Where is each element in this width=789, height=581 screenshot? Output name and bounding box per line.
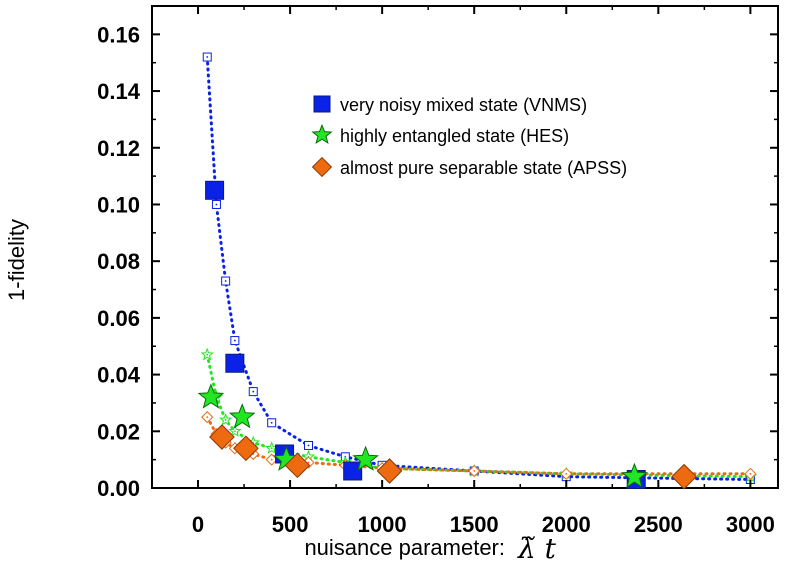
y-tick-label: 0.14 [97, 79, 141, 104]
vnms-theory-point-center [270, 421, 273, 424]
axis-ticks [152, 6, 778, 489]
y-tick-label: 0.02 [97, 419, 140, 444]
y-tick-label: 0.12 [97, 136, 140, 161]
y-tick-label: 0.04 [97, 363, 141, 388]
vnms-theory-point-center [224, 280, 227, 282]
apss-data-point [376, 458, 403, 484]
x-tick-labels: 0 500 1000 1500 2000 2500 3000 [192, 512, 775, 537]
vnms-theory-point-center [233, 339, 236, 342]
x-tick-label: 1500 [450, 512, 499, 537]
y-tick-labels: 0.00 0.02 0.04 0.06 0.08 0.10 0.12 0.14 0.16 [97, 22, 141, 501]
hes-theory-point-center [270, 447, 273, 450]
hes-data-point [621, 462, 648, 489]
apss-theory-point-center [206, 416, 209, 419]
hes-data-point [352, 445, 379, 471]
hes-data-point [228, 403, 256, 429]
x-axis-title: nuisance parameter: [304, 535, 505, 560]
vnms-data-point [225, 353, 245, 373]
vnms-legend-label: very noisy mixed state (VNMS) [340, 95, 587, 115]
apss-legend-marker [311, 156, 333, 178]
hes-legend-label: highly entangled state (HES) [340, 126, 569, 146]
hes-legend-marker [311, 123, 333, 145]
hes-data-point [197, 383, 225, 409]
plot-frame [151, 5, 779, 489]
vnms-theory-point-center [252, 390, 255, 393]
apss-legend-label: almost pure separable state (APSS) [340, 158, 627, 178]
x-axis-title-symbol: λ̃ t [517, 532, 557, 565]
apss-theory-point-center [307, 461, 310, 464]
vnms-theory-point-center [215, 203, 218, 206]
apss-data-point [209, 424, 235, 450]
vnms-legend-marker [313, 95, 331, 113]
apss-theory-point-center [473, 470, 476, 472]
apss-theory-point-center [749, 472, 752, 475]
data-markers [197, 180, 697, 490]
y-tick-label: 0.16 [97, 22, 140, 47]
apss-data-point [233, 435, 259, 462]
hes-theory-point-center [224, 419, 227, 421]
x-tick-label: 2500 [634, 512, 683, 537]
vnms-curve [205, 55, 752, 481]
fit-curves [205, 55, 752, 481]
vnms-data-point [205, 180, 225, 200]
hes-theory-point-center [206, 353, 209, 356]
vnms-data-point [343, 461, 363, 481]
y-tick-label: 0.00 [97, 476, 140, 501]
x-tick-label: 1000 [358, 512, 407, 537]
hes-theory-point-center [233, 430, 236, 433]
apss-data-point [671, 463, 697, 490]
x-tick-label: 2000 [542, 512, 591, 537]
legend: very noisy mixed state (VNMS) highly enta… [311, 95, 627, 178]
y-axis-title: 1-fidelity [4, 219, 29, 301]
vnms-theory-point-center [206, 56, 209, 58]
theory-markers [200, 52, 758, 484]
x-tick-label: 500 [272, 512, 309, 537]
apss-theory-point-center [270, 458, 273, 461]
y-tick-label: 0.10 [97, 192, 140, 217]
y-tick-label: 0.06 [97, 306, 140, 331]
x-tick-label: 3000 [726, 512, 775, 537]
vnms-theory-point-center [307, 444, 310, 447]
apss-data-point [284, 452, 311, 479]
x-tick-label: 0 [192, 512, 204, 537]
apss-theory-point-center [565, 472, 568, 475]
y-tick-label: 0.08 [97, 249, 140, 274]
